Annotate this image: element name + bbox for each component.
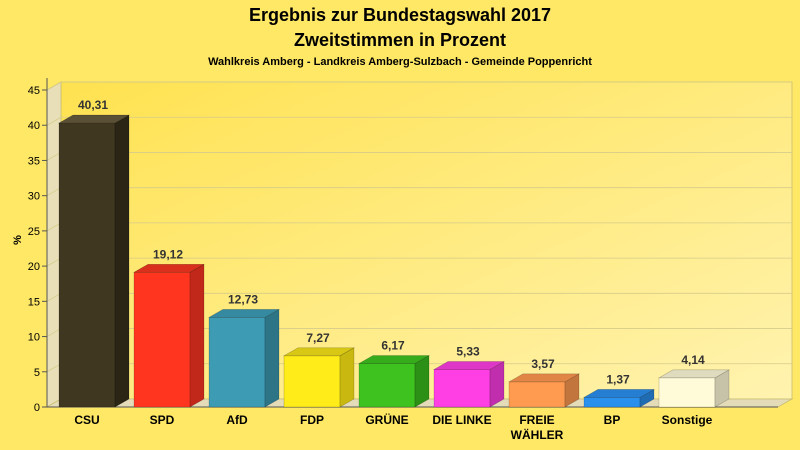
bar-top — [507, 373, 581, 383]
y-tick-label: 5 — [34, 367, 40, 379]
bar-top — [582, 389, 656, 398]
bar — [432, 360, 506, 408]
bar-front — [433, 369, 491, 408]
bar-front — [508, 381, 566, 408]
bar-top — [282, 347, 356, 357]
x-tick-label: SPD — [150, 413, 175, 427]
bar-side — [189, 263, 205, 408]
bar — [132, 263, 206, 408]
bar-front — [583, 397, 641, 408]
y-tick-label: 15 — [28, 296, 40, 308]
bar — [507, 373, 581, 408]
bar-value-label: 4,14 — [681, 353, 705, 367]
bar-side — [339, 347, 355, 408]
bar-side — [114, 114, 130, 408]
x-tick-label: WÄHLER — [511, 427, 564, 442]
bar — [657, 369, 731, 408]
grid-line — [46, 116, 792, 126]
y-tick-label: 10 — [28, 332, 40, 344]
bar-value-label: 19,12 — [153, 247, 183, 261]
bar-front — [208, 317, 266, 408]
x-tick-label: AfD — [226, 413, 248, 427]
bar-top — [432, 361, 506, 370]
bar-value-label: 1,37 — [606, 372, 630, 386]
y-tick-label: 30 — [28, 191, 40, 203]
bar-value-label: 12,73 — [228, 292, 258, 306]
bar-value-label: 6,17 — [381, 339, 405, 353]
bar-front — [358, 363, 416, 408]
x-tick-label: FREIE — [519, 413, 554, 427]
x-tick-label: CSU — [74, 413, 99, 427]
bar — [57, 114, 131, 408]
y-tick-label: 35 — [28, 155, 40, 167]
x-tick-label: DIE LINKE — [432, 413, 491, 427]
bar-top — [57, 114, 131, 124]
y-tick-label: 0 — [34, 402, 40, 414]
bar-top — [132, 264, 206, 273]
x-tick-label: FDP — [300, 413, 324, 427]
y-tick-label: 25 — [28, 226, 40, 238]
bar-front — [283, 355, 341, 408]
y-axis-label: % — [12, 235, 24, 245]
y-tick-label: 40 — [28, 120, 40, 132]
bar — [282, 347, 356, 408]
chart-title-line2: Zweitstimmen in Prozent — [294, 30, 506, 50]
chart-title: Ergebnis zur Bundestagswahl 2017 — [249, 5, 551, 25]
bar-front — [58, 122, 116, 408]
bar — [582, 388, 656, 408]
bar-value-label: 3,57 — [531, 357, 555, 371]
bar-top — [207, 309, 281, 318]
bar-front — [133, 272, 191, 408]
y-tick-label: 45 — [28, 85, 40, 97]
x-tick-label: GRÜNE — [365, 412, 408, 427]
bar-side — [414, 355, 430, 408]
bar-value-label: 5,33 — [456, 344, 480, 358]
bar-value-label: 40,31 — [78, 98, 108, 112]
bar-front — [658, 377, 716, 408]
chart-subtitle: Wahlkreis Amberg - Landkreis Amberg-Sulz… — [208, 56, 592, 68]
x-tick-label: BP — [604, 413, 621, 427]
bar — [207, 308, 281, 408]
bar-top — [357, 355, 431, 364]
bar-top — [657, 369, 731, 379]
grid-line — [46, 81, 792, 91]
bar-value-label: 7,27 — [306, 331, 330, 345]
y-tick-label: 20 — [28, 261, 40, 273]
x-tick-label: Sonstige — [662, 413, 713, 427]
bar-side — [264, 308, 280, 408]
bar — [357, 355, 431, 408]
